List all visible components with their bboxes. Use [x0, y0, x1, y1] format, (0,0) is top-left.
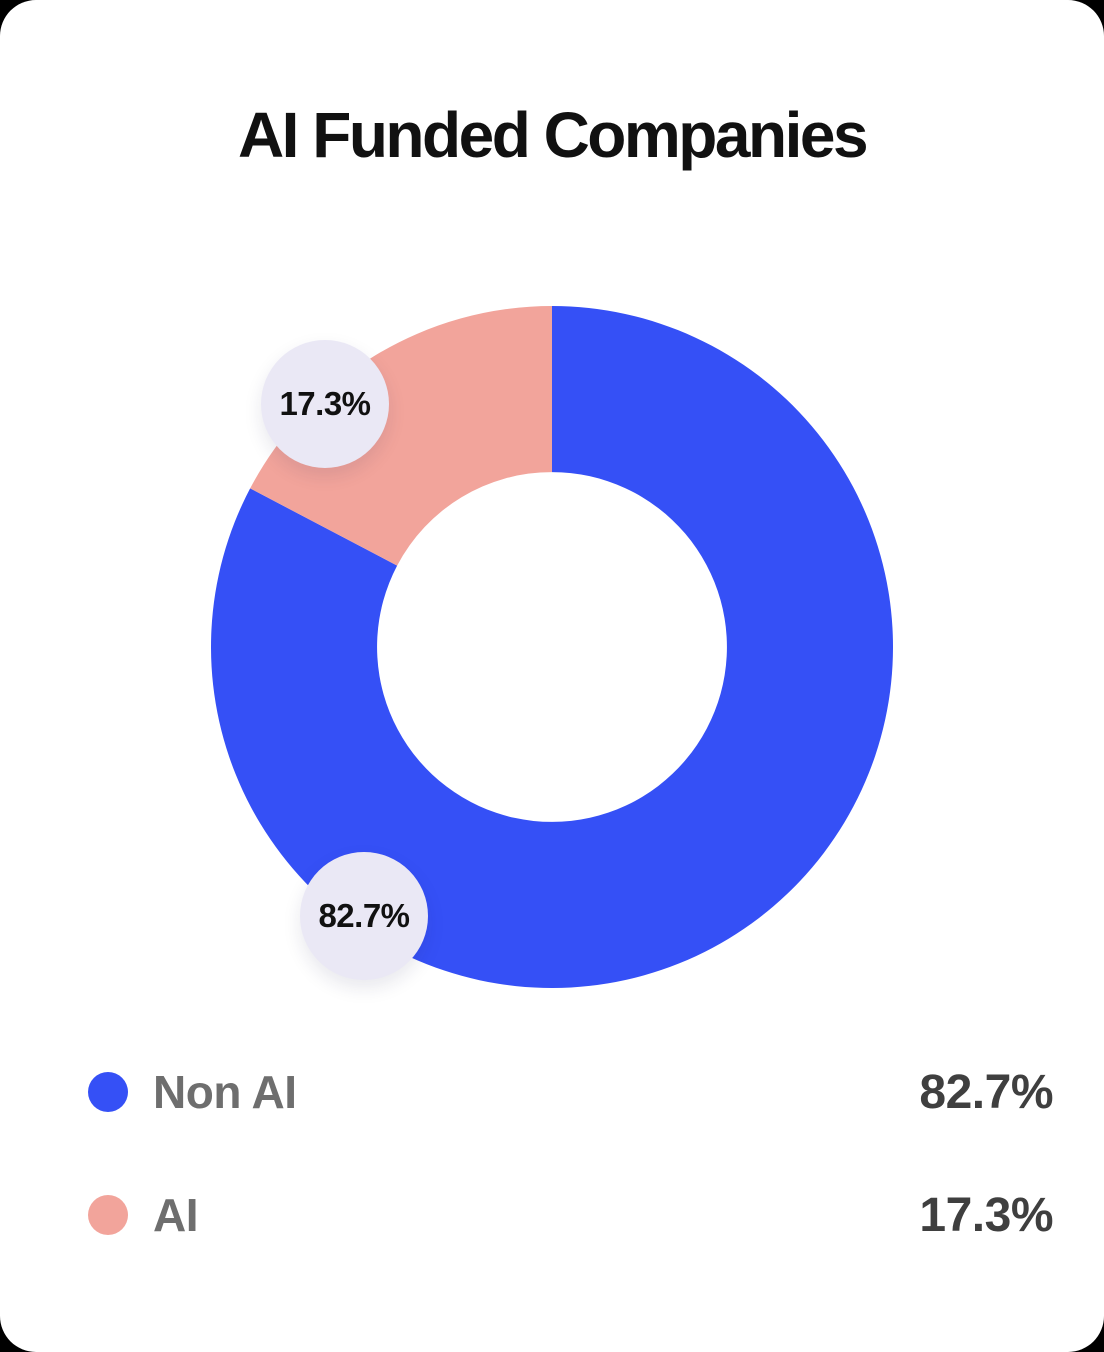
slice-label-non-ai-value: 82.7%: [318, 897, 410, 934]
legend-label-ai: AI: [153, 1189, 199, 1241]
legend: Non AI 82.7% AI 17.3%: [88, 1056, 1053, 1302]
legend-row-ai[interactable]: AI 17.3%: [88, 1179, 1053, 1251]
legend-value-non-ai: 82.7%: [919, 1065, 1053, 1119]
legend-row-non-ai[interactable]: Non AI 82.7%: [88, 1056, 1053, 1128]
donut-chart: [211, 306, 893, 988]
slice-label-bubble-non-ai: 82.7%: [300, 852, 428, 980]
chart-title: AI Funded Companies: [237, 99, 869, 171]
legend-label-non-ai: Non AI: [153, 1066, 297, 1118]
legend-dot-ai-icon: [88, 1195, 128, 1235]
donut-segment-non-ai[interactable]: [211, 306, 893, 988]
slice-label-bubble-ai: 17.3%: [261, 340, 389, 468]
donut-segment-ai[interactable]: [250, 306, 552, 566]
legend-value-ai: 17.3%: [919, 1188, 1053, 1242]
slice-label-ai-value: 17.3%: [279, 385, 371, 422]
legend-dot-non-ai-icon: [88, 1072, 128, 1112]
